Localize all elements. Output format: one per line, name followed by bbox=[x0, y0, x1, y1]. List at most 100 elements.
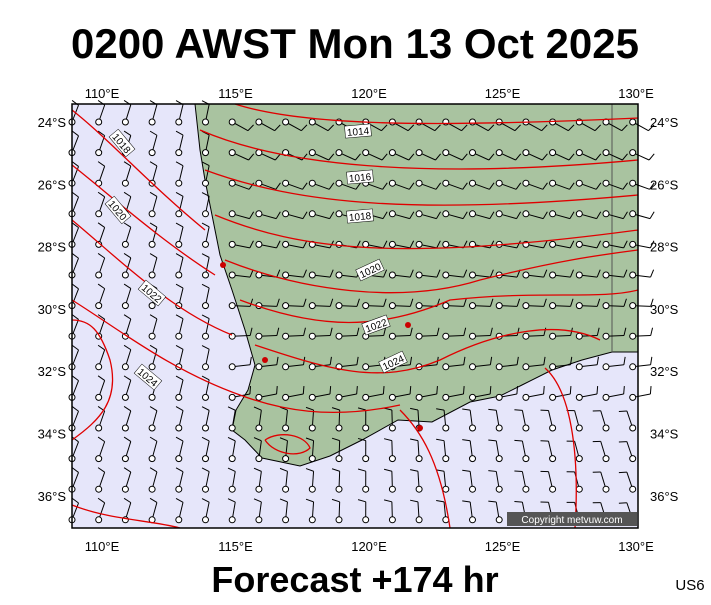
barb-station bbox=[630, 211, 636, 217]
barb-station bbox=[470, 333, 476, 339]
barb-station bbox=[630, 119, 636, 125]
barb-station bbox=[256, 241, 262, 247]
barb-station bbox=[309, 333, 315, 339]
barb-station bbox=[336, 303, 342, 309]
barb-station bbox=[443, 241, 449, 247]
barb-station bbox=[630, 272, 636, 278]
lon-label-bottom: 120°E bbox=[351, 539, 387, 554]
barb-station bbox=[443, 303, 449, 309]
barb-station bbox=[496, 517, 502, 523]
barb-station bbox=[149, 119, 155, 125]
barb-station bbox=[309, 303, 315, 309]
lon-label-top: 130°E bbox=[618, 86, 654, 101]
barb-station bbox=[630, 150, 636, 156]
lat-label-left: 28°S bbox=[38, 240, 67, 255]
barb-station bbox=[283, 486, 289, 492]
barb-station bbox=[203, 394, 209, 400]
barb-station bbox=[149, 272, 155, 278]
barb-station bbox=[203, 180, 209, 186]
barb-station bbox=[336, 272, 342, 278]
barb-station bbox=[309, 150, 315, 156]
barb-station bbox=[96, 211, 102, 217]
lat-label-right: 28°S bbox=[650, 240, 679, 255]
barb-station bbox=[336, 333, 342, 339]
barb-station bbox=[443, 272, 449, 278]
barb-station bbox=[443, 394, 449, 400]
barb-flag bbox=[250, 386, 251, 394]
barb-station bbox=[229, 119, 235, 125]
barb-station bbox=[309, 364, 315, 370]
barb-station bbox=[309, 272, 315, 278]
barb-station bbox=[229, 272, 235, 278]
barb-station bbox=[603, 180, 609, 186]
barb-station bbox=[309, 180, 315, 186]
barb-station bbox=[176, 333, 182, 339]
barb-station bbox=[416, 211, 422, 217]
barb-station bbox=[96, 394, 102, 400]
barb-flag bbox=[410, 386, 411, 394]
barb-flag bbox=[649, 154, 654, 160]
barb-station bbox=[122, 272, 128, 278]
barb-station bbox=[309, 456, 315, 462]
barb-station bbox=[336, 150, 342, 156]
barb-station bbox=[176, 150, 182, 156]
barb-station bbox=[576, 425, 582, 431]
barb-station bbox=[176, 517, 182, 523]
barb-station bbox=[443, 150, 449, 156]
barb-station bbox=[550, 211, 556, 217]
barb-station bbox=[149, 456, 155, 462]
barb-station bbox=[283, 394, 289, 400]
lat-label-left: 34°S bbox=[38, 427, 67, 442]
forecast-label: Forecast +174 hr bbox=[211, 559, 498, 600]
barb-station bbox=[283, 425, 289, 431]
model-code: US6 bbox=[675, 577, 704, 594]
barb-station bbox=[550, 394, 556, 400]
lat-label-left: 24°S bbox=[38, 115, 67, 130]
barb-station bbox=[363, 241, 369, 247]
barb-station bbox=[363, 150, 369, 156]
barb-station bbox=[256, 517, 262, 523]
barb-flag bbox=[330, 386, 331, 394]
barb-station bbox=[149, 241, 155, 247]
barb-flag bbox=[650, 386, 651, 394]
barb-station bbox=[389, 303, 395, 309]
barb-station bbox=[603, 425, 609, 431]
barb-station bbox=[363, 456, 369, 462]
barb-flag bbox=[624, 386, 625, 394]
barb-flag bbox=[514, 471, 522, 472]
barb-station bbox=[603, 211, 609, 217]
barb-station bbox=[336, 241, 342, 247]
barb-station bbox=[96, 456, 102, 462]
barb-station bbox=[576, 303, 582, 309]
barb-station bbox=[550, 425, 556, 431]
barb-station bbox=[149, 425, 155, 431]
barb-station bbox=[550, 364, 556, 370]
barb-station bbox=[336, 425, 342, 431]
barb-station bbox=[630, 303, 636, 309]
barb-station bbox=[470, 150, 476, 156]
map-title: 0200 AWST Mon 13 Oct 2025 bbox=[71, 20, 639, 67]
barb-station bbox=[470, 425, 476, 431]
barb-station bbox=[416, 150, 422, 156]
barb-station bbox=[523, 333, 529, 339]
barb-station bbox=[149, 364, 155, 370]
barb-station bbox=[96, 364, 102, 370]
barb-station bbox=[496, 303, 502, 309]
barb-station bbox=[550, 241, 556, 247]
barb-station bbox=[443, 364, 449, 370]
barb-station bbox=[470, 119, 476, 125]
barb-station bbox=[283, 119, 289, 125]
barb-station bbox=[203, 272, 209, 278]
barb-station bbox=[576, 394, 582, 400]
barb-station bbox=[523, 180, 529, 186]
barb-station bbox=[416, 517, 422, 523]
barb-station bbox=[416, 241, 422, 247]
barb-station bbox=[603, 303, 609, 309]
barb-station bbox=[309, 211, 315, 217]
barb-station bbox=[336, 180, 342, 186]
barb-station bbox=[389, 486, 395, 492]
barb-station bbox=[96, 119, 102, 125]
barb-station bbox=[470, 272, 476, 278]
barb-station bbox=[149, 150, 155, 156]
barb-station bbox=[203, 119, 209, 125]
